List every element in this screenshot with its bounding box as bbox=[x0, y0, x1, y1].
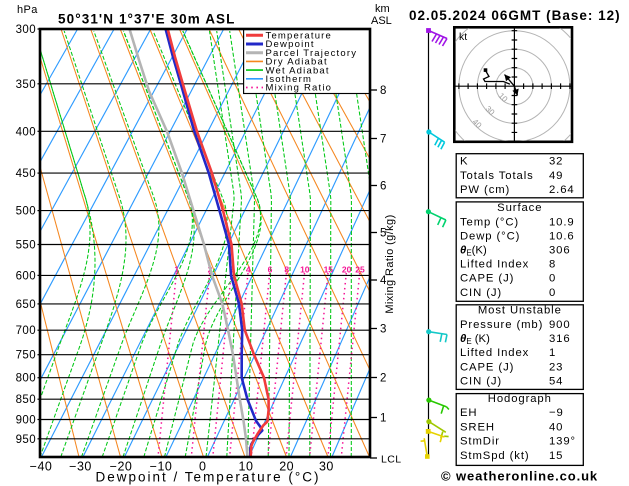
svg-text:600: 600 bbox=[16, 270, 36, 282]
svg-text:500: 500 bbox=[16, 206, 36, 218]
svg-text:30: 30 bbox=[319, 460, 334, 474]
svg-text:Totals Totals: Totals Totals bbox=[460, 170, 534, 182]
svg-text:4: 4 bbox=[246, 265, 251, 275]
svg-text:kt: kt bbox=[459, 31, 467, 43]
svg-text:1: 1 bbox=[174, 265, 179, 275]
svg-text:Isotherm: Isotherm bbox=[266, 74, 313, 85]
svg-text:Dewpoint / Temperature (°C): Dewpoint / Temperature (°C) bbox=[96, 470, 321, 485]
svg-text:Temp (°C): Temp (°C) bbox=[460, 216, 519, 228]
svg-text:km: km bbox=[375, 3, 390, 15]
svg-text:950: 950 bbox=[16, 434, 36, 446]
svg-text:49: 49 bbox=[549, 170, 563, 182]
svg-text:θE(K): θE(K) bbox=[460, 245, 487, 258]
svg-text:Parcel Trajectory: Parcel Trajectory bbox=[266, 48, 358, 59]
svg-text:316: 316 bbox=[549, 333, 571, 345]
svg-text:−9: −9 bbox=[549, 407, 564, 419]
svg-text:900: 900 bbox=[549, 319, 571, 331]
svg-text:K: K bbox=[460, 156, 468, 168]
svg-text:CIN (J): CIN (J) bbox=[460, 287, 502, 299]
svg-text:StmSpd (kt): StmSpd (kt) bbox=[460, 450, 530, 462]
svg-text:02.05.2024 06GMT (Base: 12): 02.05.2024 06GMT (Base: 12) bbox=[409, 8, 621, 23]
svg-text:Temperature: Temperature bbox=[266, 31, 333, 42]
svg-text:20: 20 bbox=[342, 265, 352, 275]
svg-text:10: 10 bbox=[239, 460, 254, 474]
svg-text:15: 15 bbox=[324, 265, 334, 275]
svg-text:23: 23 bbox=[549, 361, 563, 373]
svg-text:139°: 139° bbox=[549, 436, 576, 448]
svg-text:850: 850 bbox=[16, 394, 36, 406]
svg-text:5: 5 bbox=[380, 228, 386, 240]
svg-text:Dry Adiabat: Dry Adiabat bbox=[266, 57, 328, 68]
svg-text:700: 700 bbox=[16, 325, 36, 337]
svg-text:Surface: Surface bbox=[497, 202, 542, 214]
svg-text:−40: −40 bbox=[30, 460, 53, 474]
svg-text:Dewp (°C): Dewp (°C) bbox=[460, 230, 520, 242]
svg-text:Most Unstable: Most Unstable bbox=[478, 305, 562, 317]
svg-text:1: 1 bbox=[380, 413, 386, 425]
svg-text:StmDir: StmDir bbox=[460, 436, 500, 448]
svg-text:10.9: 10.9 bbox=[549, 216, 575, 228]
svg-text:Hodograph: Hodograph bbox=[488, 393, 552, 405]
svg-text:0: 0 bbox=[549, 287, 556, 299]
svg-text:3: 3 bbox=[380, 324, 386, 336]
svg-text:θE (K): θE (K) bbox=[460, 333, 490, 346]
svg-text:0: 0 bbox=[199, 460, 206, 474]
svg-text:Dewpoint: Dewpoint bbox=[266, 39, 315, 50]
svg-text:ASL: ASL bbox=[371, 15, 392, 27]
svg-text:15: 15 bbox=[549, 450, 563, 462]
svg-text:8: 8 bbox=[549, 259, 556, 271]
svg-text:306: 306 bbox=[549, 245, 571, 257]
svg-text:Pressure (mb): Pressure (mb) bbox=[460, 319, 543, 331]
svg-text:7: 7 bbox=[380, 134, 386, 146]
svg-text:650: 650 bbox=[16, 299, 36, 311]
svg-text:PW (cm): PW (cm) bbox=[460, 184, 510, 196]
svg-text:32: 32 bbox=[549, 156, 563, 168]
svg-text:6: 6 bbox=[380, 181, 386, 193]
svg-text:800: 800 bbox=[16, 373, 36, 385]
svg-text:EH: EH bbox=[460, 407, 478, 419]
svg-text:900: 900 bbox=[16, 415, 36, 427]
svg-text:4: 4 bbox=[380, 275, 387, 287]
svg-text:750: 750 bbox=[16, 350, 36, 362]
svg-text:400: 400 bbox=[16, 126, 36, 138]
svg-text:CAPE (J): CAPE (J) bbox=[460, 273, 514, 285]
svg-text:−30: −30 bbox=[69, 460, 92, 474]
svg-text:25: 25 bbox=[355, 265, 365, 275]
svg-text:Lifted Index: Lifted Index bbox=[460, 347, 529, 359]
svg-text:1: 1 bbox=[549, 347, 556, 359]
svg-text:8: 8 bbox=[380, 85, 386, 97]
svg-text:Mixing Ratio: Mixing Ratio bbox=[266, 83, 333, 94]
svg-text:40: 40 bbox=[549, 421, 563, 433]
svg-text:−20: −20 bbox=[110, 460, 133, 474]
svg-text:Wet Adiabat: Wet Adiabat bbox=[266, 65, 330, 76]
svg-text:550: 550 bbox=[16, 240, 36, 252]
svg-text:CIN (J): CIN (J) bbox=[460, 376, 502, 388]
svg-text:8: 8 bbox=[284, 265, 289, 275]
svg-text:300: 300 bbox=[16, 24, 36, 36]
svg-text:hPa: hPa bbox=[17, 4, 38, 16]
svg-text:54: 54 bbox=[549, 376, 563, 388]
svg-text:SREH: SREH bbox=[460, 421, 495, 433]
svg-text:LCL: LCL bbox=[381, 454, 401, 466]
svg-text:50°31'N 1°37'E 30m ASL: 50°31'N 1°37'E 30m ASL bbox=[58, 12, 236, 27]
svg-text:Lifted Index: Lifted Index bbox=[460, 259, 529, 271]
svg-text:20: 20 bbox=[279, 460, 294, 474]
svg-text:© weatheronline.co.uk: © weatheronline.co.uk bbox=[441, 469, 598, 484]
svg-text:CAPE (J): CAPE (J) bbox=[460, 361, 514, 373]
svg-text:2.64: 2.64 bbox=[549, 184, 575, 196]
svg-text:6: 6 bbox=[268, 265, 273, 275]
svg-text:10: 10 bbox=[300, 265, 310, 275]
svg-text:350: 350 bbox=[16, 79, 36, 91]
svg-text:450: 450 bbox=[16, 168, 36, 180]
svg-text:−10: −10 bbox=[150, 460, 173, 474]
svg-text:10.6: 10.6 bbox=[549, 230, 575, 242]
svg-text:Mixing Ratio (g/kg): Mixing Ratio (g/kg) bbox=[384, 214, 396, 313]
svg-text:0: 0 bbox=[549, 273, 556, 285]
svg-text:2: 2 bbox=[380, 373, 386, 385]
